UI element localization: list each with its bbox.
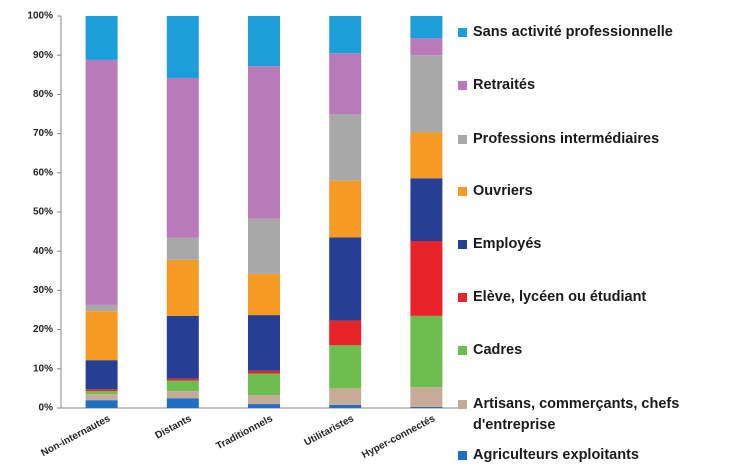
legend-entry: Employés bbox=[458, 234, 738, 255]
legend-swatch bbox=[458, 135, 467, 144]
legend-label: Agriculteurs exploitants bbox=[473, 447, 639, 463]
bar-segment bbox=[248, 66, 280, 219]
x-tick-label: Utilitaristes bbox=[303, 413, 357, 448]
bar-segment bbox=[329, 404, 362, 408]
y-tick-label: 30% bbox=[33, 285, 53, 296]
bar-segment bbox=[248, 273, 280, 316]
bar-segment bbox=[410, 241, 443, 316]
y-tick-label: 100% bbox=[27, 11, 53, 22]
y-tick-label: 60% bbox=[33, 167, 53, 178]
y-tick-label: 40% bbox=[33, 246, 53, 257]
legend-label: Cadres bbox=[473, 342, 523, 358]
bar-segment bbox=[248, 373, 280, 396]
bar-segment bbox=[410, 406, 443, 408]
bar-segment bbox=[85, 360, 118, 390]
bar-segment bbox=[410, 315, 443, 388]
bar-segment bbox=[410, 38, 443, 56]
y-tick-label: 90% bbox=[33, 50, 53, 61]
legend-swatch bbox=[458, 451, 467, 460]
legend-swatch bbox=[458, 187, 467, 196]
bar-segment bbox=[85, 59, 118, 305]
x-tick-label: Traditionnels bbox=[215, 413, 275, 452]
bar-segment bbox=[166, 77, 199, 238]
y-tick-label: 20% bbox=[33, 324, 53, 335]
legend-label: Artisans, commerçants, chefs d'entrepris… bbox=[473, 396, 680, 433]
bar-segment bbox=[248, 315, 280, 371]
legend-swatch bbox=[458, 81, 467, 90]
y-tick-label: 70% bbox=[33, 128, 53, 139]
bar-segment bbox=[85, 16, 118, 60]
bar-segment bbox=[329, 16, 362, 54]
legend-swatch bbox=[458, 293, 467, 302]
bar-segment bbox=[166, 380, 199, 392]
legend-entry: Cadres bbox=[458, 340, 738, 361]
x-tick-label: Distants bbox=[153, 413, 193, 441]
bar-segment bbox=[410, 387, 443, 407]
bar-segment bbox=[329, 237, 362, 321]
y-tick-label: 80% bbox=[33, 89, 53, 100]
bar-segment bbox=[85, 394, 118, 401]
bar-segment bbox=[329, 114, 362, 181]
bar-segment bbox=[329, 345, 362, 389]
bar-segment bbox=[166, 398, 199, 408]
bar-segment bbox=[85, 311, 118, 361]
legend-label: Retraités bbox=[473, 77, 536, 93]
bar-segment bbox=[329, 388, 362, 405]
legend-label: Professions intermédiaires bbox=[473, 131, 660, 147]
bar-segment bbox=[248, 370, 280, 374]
legend-entry: Sans activité professionnelle bbox=[458, 22, 738, 43]
bar-segment bbox=[166, 391, 199, 399]
legend-label: Sans activité professionnelle bbox=[473, 24, 673, 40]
bar-segment bbox=[166, 16, 199, 78]
bar-segment bbox=[329, 180, 362, 238]
legend-label: Elève, lycéen ou étudiant bbox=[473, 289, 647, 305]
bar-segment bbox=[410, 178, 443, 242]
y-tick-label: 0% bbox=[39, 403, 54, 414]
legend-swatch bbox=[458, 28, 467, 37]
bar-segment bbox=[410, 16, 443, 39]
legend-entry: Ouvriers bbox=[458, 181, 738, 202]
bar-segment bbox=[410, 55, 443, 133]
bar-segment bbox=[329, 53, 362, 114]
legend-swatch bbox=[458, 346, 467, 355]
y-tick-label: 50% bbox=[33, 207, 53, 218]
legend-entry: Artisans, commerçants, chefs d'entrepris… bbox=[458, 394, 738, 436]
bar-segment bbox=[248, 16, 280, 67]
legend-label: Employés bbox=[473, 236, 542, 252]
bar-segment bbox=[166, 259, 199, 316]
legend-swatch bbox=[458, 400, 467, 409]
bar-segment bbox=[329, 320, 362, 346]
bar-segment bbox=[166, 315, 199, 379]
bar-segment bbox=[85, 304, 118, 312]
bar-segment bbox=[85, 389, 118, 392]
bar-segment bbox=[248, 395, 280, 405]
bar-segment bbox=[85, 391, 118, 395]
legend-entry: Agriculteurs exploitants bbox=[458, 445, 738, 466]
legend-entry: Retraités bbox=[458, 75, 738, 96]
x-tick-label: Non-internautes bbox=[39, 413, 112, 459]
x-tick-label: Hyper-connectés bbox=[360, 413, 437, 461]
bar-segment bbox=[85, 400, 118, 408]
legend-entry: Professions intermédiaires bbox=[458, 129, 738, 150]
bar-segment bbox=[166, 237, 199, 260]
bar-segment bbox=[248, 218, 280, 274]
y-tick-label: 10% bbox=[33, 363, 53, 374]
bar-segment bbox=[166, 378, 199, 381]
legend-entry: Elève, lycéen ou étudiant bbox=[458, 287, 738, 308]
bar-segment bbox=[410, 132, 443, 179]
bar-segment bbox=[248, 404, 280, 408]
legend-label: Ouvriers bbox=[473, 183, 533, 199]
legend-swatch bbox=[458, 240, 467, 249]
